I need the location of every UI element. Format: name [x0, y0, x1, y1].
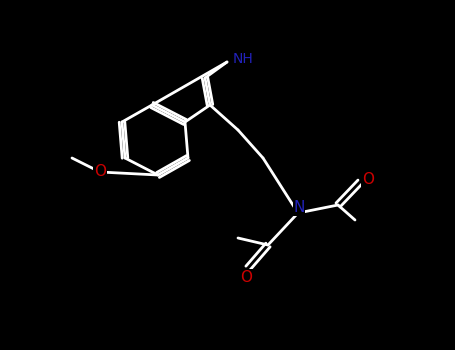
Text: O: O — [94, 164, 106, 180]
Text: N: N — [293, 201, 305, 216]
Text: O: O — [362, 173, 374, 188]
Text: NH: NH — [233, 52, 254, 66]
Text: O: O — [240, 270, 252, 285]
